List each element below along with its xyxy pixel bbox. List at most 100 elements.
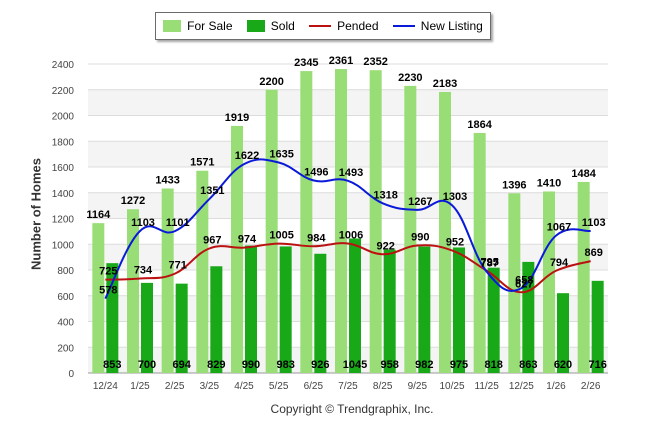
legend-swatch-new-listing	[392, 25, 415, 27]
label-new-listing: 1303	[443, 191, 467, 203]
label-sold: 694	[172, 359, 191, 371]
y-tick-label: 1800	[52, 137, 75, 148]
legend-label-new-listing: New Listing	[420, 19, 483, 33]
label-pended: 869	[584, 247, 602, 259]
x-tick-label: 12/24	[93, 381, 118, 392]
legend-label-pended: Pended	[337, 19, 379, 33]
y-tick-label: 1000	[52, 240, 75, 251]
label-new-listing: 1103	[131, 217, 155, 229]
legend-item-for-sale: For Sale	[163, 19, 233, 33]
x-tick-label: 3/25	[200, 381, 220, 392]
copyright: Copyright © Trendgraphix, Inc.	[270, 402, 434, 416]
label-new-listing: 1493	[339, 167, 363, 179]
bar-for-sale	[300, 71, 313, 374]
legend: For Sale Sold Pended New Listing	[155, 12, 491, 40]
label-pended: 990	[411, 232, 429, 244]
label-sold: 620	[554, 359, 572, 371]
bar-for-sale	[161, 188, 174, 373]
bar-sold	[487, 267, 500, 373]
y-tick-label: 1200	[52, 215, 75, 226]
plot-band	[88, 141, 608, 167]
x-tick-label: 2/25	[165, 381, 185, 392]
bar-for-sale	[92, 223, 105, 373]
label-sold: 990	[242, 359, 260, 371]
label-sold: 853	[103, 359, 121, 371]
line-pended	[105, 242, 591, 294]
bar-sold	[175, 283, 188, 373]
label-for-sale: 1484	[571, 168, 596, 180]
legend-swatch-for-sale	[163, 20, 182, 32]
bar-for-sale	[473, 133, 486, 373]
label-sold: 863	[519, 359, 537, 371]
label-for-sale: 2345	[294, 57, 318, 69]
label-pended: 734	[134, 264, 153, 276]
label-sold: 818	[484, 359, 502, 371]
x-tick-label: 7/25	[338, 381, 358, 392]
bar-for-sale	[439, 91, 451, 373]
x-tick-label: 11/25	[475, 381, 500, 392]
label-new-listing: 1622	[235, 150, 259, 162]
y-tick-label: 600	[57, 292, 74, 303]
plot-band	[88, 347, 608, 373]
bar-sold	[591, 280, 604, 373]
bar-sold	[314, 253, 327, 373]
plot-band	[88, 295, 608, 322]
bar-for-sale	[127, 209, 139, 373]
label-pended: 922	[376, 240, 394, 252]
bar-sold	[418, 246, 431, 373]
x-tick-label: 9/25	[408, 381, 428, 392]
label-for-sale: 1272	[121, 195, 145, 207]
label-pended: 627	[515, 278, 533, 290]
label-for-sale: 1164	[86, 209, 111, 221]
y-tick-label: 1600	[52, 163, 75, 174]
line-new-listing	[104, 158, 591, 300]
y-tick-label: 800	[57, 266, 74, 277]
label-sold: 982	[415, 359, 433, 371]
plot-band	[88, 192, 608, 219]
label-sold: 958	[380, 359, 398, 371]
label-pended: 967	[203, 234, 221, 246]
bar-sold	[279, 246, 292, 373]
label-for-sale: 2183	[433, 78, 457, 90]
label-for-sale: 1919	[225, 112, 249, 124]
bar-for-sale	[369, 70, 382, 374]
x-tick-label: 8/25	[373, 381, 393, 392]
bar-for-sale	[543, 191, 555, 373]
label-new-listing: 1635	[269, 148, 293, 160]
legend-swatch-pended	[309, 25, 332, 27]
plot-band	[88, 115, 608, 142]
bar-for-sale	[231, 125, 243, 374]
y-tick-label: 0	[68, 369, 74, 380]
y-tick-label: 2000	[52, 112, 75, 123]
label-new-listing: 658	[515, 274, 533, 286]
label-new-listing: 1101	[166, 217, 190, 229]
label-for-sale: 1864	[467, 119, 492, 131]
bar-sold	[245, 245, 257, 373]
x-tick-label: 10/25	[439, 381, 464, 392]
label-new-listing: 1103	[582, 217, 606, 229]
label-pended: 794	[550, 257, 569, 269]
label-sold: 1045	[343, 359, 367, 371]
label-pended: 1005	[269, 230, 293, 242]
bar-sold	[383, 249, 396, 373]
y-axis-label: Number of Homes	[28, 158, 44, 270]
label-for-sale: 1571	[190, 157, 214, 169]
label-for-sale: 2230	[398, 72, 422, 84]
bar-sold	[141, 282, 153, 373]
label-sold: 700	[138, 359, 156, 371]
y-tick-label: 2400	[52, 60, 75, 71]
label-pended: 1006	[339, 229, 363, 241]
plot-band	[88, 64, 608, 90]
legend-item-pended: Pended	[309, 19, 379, 33]
label-new-listing: 1496	[304, 166, 328, 178]
label-pended: 795	[480, 257, 498, 269]
label-pended: 984	[307, 232, 326, 244]
label-for-sale: 2352	[363, 56, 387, 68]
legend-item-new-listing: New Listing	[392, 19, 483, 33]
bar-sold	[453, 247, 465, 373]
label-new-listing: 1067	[547, 222, 571, 234]
bar-for-sale	[577, 181, 590, 373]
label-new-listing: 578	[99, 285, 117, 297]
y-tick-label: 400	[57, 318, 74, 329]
